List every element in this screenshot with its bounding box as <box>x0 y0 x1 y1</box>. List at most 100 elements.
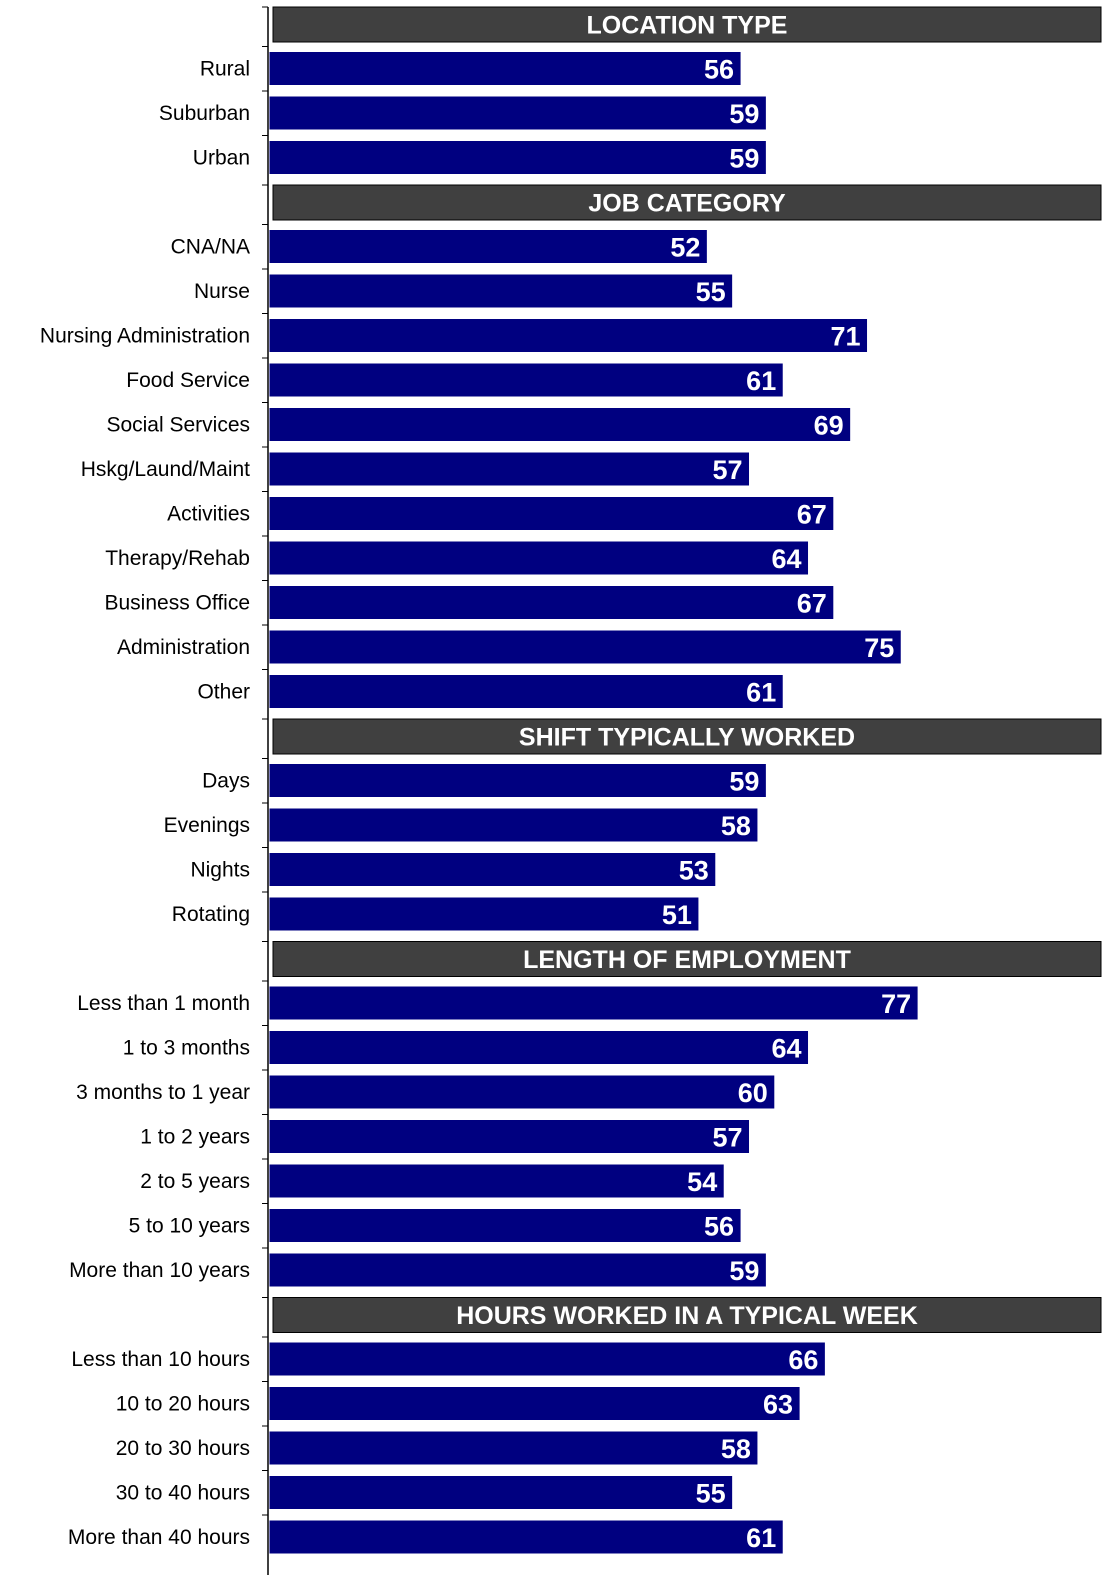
data-label: 53 <box>679 856 709 886</box>
bar <box>268 852 717 887</box>
section-header-title: LENGTH OF EMPLOYMENT <box>523 946 851 974</box>
category-label: More than 40 hours <box>68 1526 250 1549</box>
bar <box>268 451 751 487</box>
category-label: Business Office <box>104 592 250 615</box>
category-label: 3 months to 1 year <box>76 1081 250 1104</box>
bar <box>268 985 919 1021</box>
category-label: 5 to 10 years <box>129 1215 250 1238</box>
bar <box>268 540 810 576</box>
category-label: More than 10 years <box>69 1259 250 1282</box>
data-label: 63 <box>763 1390 793 1420</box>
section-header-title: HOURS WORKED IN A TYPICAL WEEK <box>456 1302 918 1330</box>
data-label: 51 <box>662 900 692 930</box>
bar <box>268 1430 759 1466</box>
category-label: 1 to 2 years <box>140 1126 250 1149</box>
category-label: CNA/NA <box>171 236 250 259</box>
category-label: Nurse <box>194 280 250 303</box>
category-label: Less than 1 month <box>77 992 250 1015</box>
bar <box>268 362 784 398</box>
data-label: 69 <box>814 411 844 441</box>
category-label: 2 to 5 years <box>140 1170 250 1193</box>
bar <box>268 95 767 131</box>
data-label: 61 <box>746 366 776 396</box>
bar <box>268 1341 826 1377</box>
category-label: Days <box>202 770 250 793</box>
data-label: 57 <box>712 1123 742 1153</box>
category-label: Food Service <box>126 369 250 392</box>
data-label: 56 <box>704 55 734 85</box>
category-label: 1 to 3 months <box>123 1037 250 1060</box>
category-label: Social Services <box>106 414 250 437</box>
bar <box>268 140 767 175</box>
data-label: 64 <box>771 544 801 574</box>
data-label: 54 <box>687 1167 717 1197</box>
bar <box>268 629 902 665</box>
category-label: Less than 10 hours <box>71 1348 250 1371</box>
data-label: 77 <box>881 989 911 1019</box>
bar <box>268 318 869 353</box>
bar <box>268 1119 751 1154</box>
bar <box>268 1074 776 1110</box>
bar <box>268 407 852 442</box>
category-label: Evenings <box>164 814 250 837</box>
bar <box>268 896 700 932</box>
bar <box>268 229 708 264</box>
section-header-bar <box>272 718 1102 755</box>
bar <box>268 1163 725 1199</box>
data-label: 57 <box>712 455 742 485</box>
bar <box>268 674 784 709</box>
section-header-title: SHIFT TYPICALLY WORKED <box>519 724 855 752</box>
data-label: 58 <box>721 811 751 841</box>
bar <box>268 585 835 620</box>
data-label: 55 <box>696 277 726 307</box>
category-label: Rotating <box>172 903 250 926</box>
bar <box>268 1030 810 1065</box>
bar <box>268 1252 767 1288</box>
section-header-title: LOCATION TYPE <box>587 12 788 40</box>
data-label: 59 <box>729 767 759 797</box>
bar <box>268 51 742 86</box>
bar <box>268 763 767 798</box>
data-label: 56 <box>704 1212 734 1242</box>
data-label: 61 <box>746 1523 776 1553</box>
data-label: 59 <box>729 1256 759 1286</box>
section-header-title: JOB CATEGORY <box>588 190 786 218</box>
data-label: 61 <box>746 678 776 708</box>
data-label: 75 <box>864 633 894 663</box>
category-label: Other <box>197 681 250 704</box>
data-label: 71 <box>830 322 860 352</box>
category-label: Suburban <box>159 102 250 125</box>
category-label: Urban <box>193 147 250 170</box>
section-header-bar <box>272 6 1102 43</box>
bar <box>268 1519 784 1555</box>
data-label: 64 <box>771 1034 801 1064</box>
bar <box>268 807 759 843</box>
bar <box>268 1208 742 1243</box>
data-label: 67 <box>797 589 827 619</box>
data-label: 59 <box>729 144 759 174</box>
category-label: Nursing Administration <box>40 325 250 348</box>
category-label: Nights <box>190 859 250 882</box>
category-label: 30 to 40 hours <box>116 1482 250 1505</box>
data-label: 67 <box>797 500 827 530</box>
category-label: 20 to 30 hours <box>116 1437 250 1460</box>
category-label: Administration <box>117 636 250 659</box>
bar <box>268 1475 734 1510</box>
category-label: Rural <box>200 58 250 81</box>
category-label: Therapy/Rehab <box>105 547 250 570</box>
bar <box>268 496 835 531</box>
bar <box>268 1386 801 1421</box>
bar <box>268 273 734 309</box>
data-label: 58 <box>721 1434 751 1464</box>
section-header-bar <box>272 184 1102 221</box>
section-header-bar <box>272 1297 1102 1333</box>
category-label: 10 to 20 hours <box>116 1393 250 1416</box>
data-label: 52 <box>670 233 700 263</box>
category-label: Hskg/Laund/Maint <box>81 458 250 481</box>
data-label: 59 <box>729 99 759 129</box>
data-label: 66 <box>788 1345 818 1375</box>
category-label: Activities <box>167 503 250 526</box>
data-label: 60 <box>738 1078 768 1108</box>
